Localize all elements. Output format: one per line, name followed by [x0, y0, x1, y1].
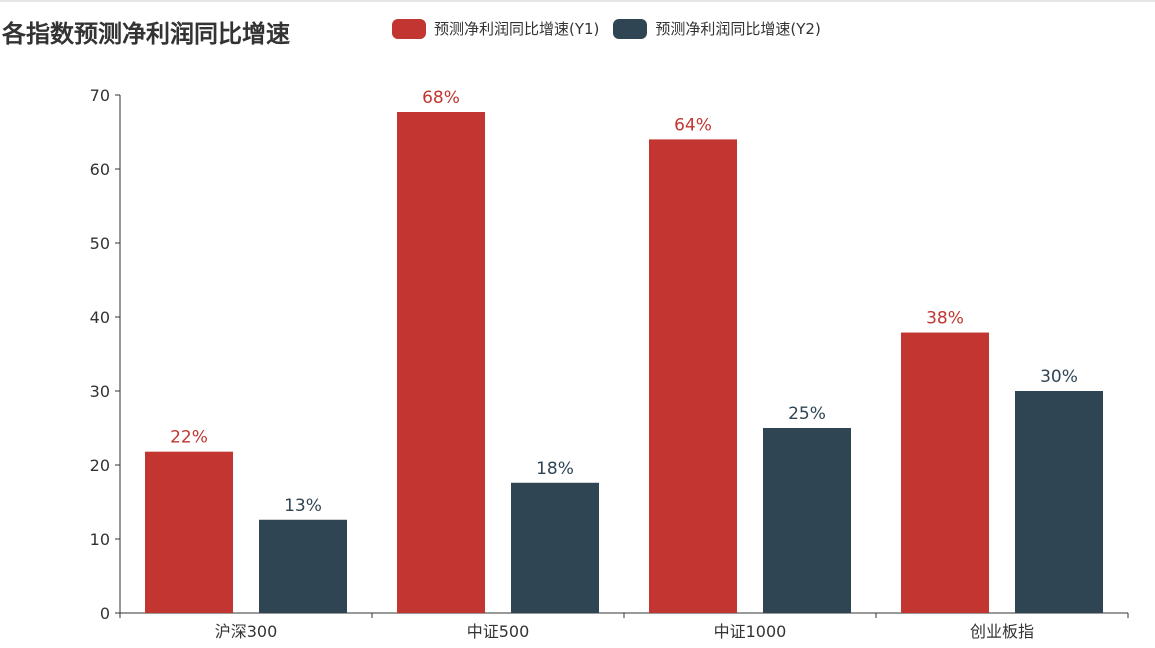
bar[interactable]	[259, 519, 347, 613]
bar[interactable]	[1015, 391, 1103, 613]
bar-data-label: 64%	[674, 115, 712, 135]
bar[interactable]	[145, 451, 233, 613]
bar[interactable]	[397, 112, 485, 614]
legend-swatch-y1	[392, 18, 426, 39]
bar-data-label: 13%	[284, 496, 322, 516]
legend-label-y1: 预测净利润同比增速(Y1)	[434, 20, 600, 38]
y-tick-label: 20	[90, 456, 110, 475]
legend-label-y2: 预测净利润同比增速(Y2)	[655, 20, 821, 38]
y-tick-label: 30	[90, 382, 110, 401]
bar[interactable]	[901, 332, 989, 613]
x-tick-label: 沪深300	[215, 622, 278, 641]
y-tick-label: 10	[90, 530, 110, 549]
bar[interactable]	[649, 139, 737, 613]
bar[interactable]	[763, 428, 851, 613]
legend: 预测净利润同比增速(Y1) 预测净利润同比增速(Y2)	[392, 18, 821, 39]
y-tick-label: 70	[90, 86, 110, 105]
x-tick-label: 中证1000	[714, 622, 787, 641]
y-tick-label: 50	[90, 234, 110, 253]
y-tick-label: 40	[90, 308, 110, 327]
bar-data-label: 38%	[926, 309, 964, 329]
top-border	[0, 0, 1155, 2]
legend-item-y1[interactable]: 预测净利润同比增速(Y1)	[392, 18, 599, 39]
bar-data-label: 22%	[170, 428, 208, 448]
bar-data-label: 25%	[788, 404, 826, 424]
legend-item-y2[interactable]: 预测净利润同比增速(Y2)	[613, 18, 821, 39]
bar-data-label: 18%	[536, 459, 574, 479]
bar-data-label: 68%	[422, 88, 460, 108]
y-tick-label: 60	[90, 160, 110, 179]
x-tick-label: 中证500	[467, 622, 530, 641]
legend-swatch-y2	[613, 18, 648, 39]
chart-title: 各指数预测净利润同比增速	[2, 20, 290, 48]
y-tick-label: 0	[100, 604, 110, 623]
x-tick-label: 创业板指	[970, 622, 1034, 641]
bar-data-label: 30%	[1040, 367, 1078, 387]
bar[interactable]	[511, 482, 599, 613]
